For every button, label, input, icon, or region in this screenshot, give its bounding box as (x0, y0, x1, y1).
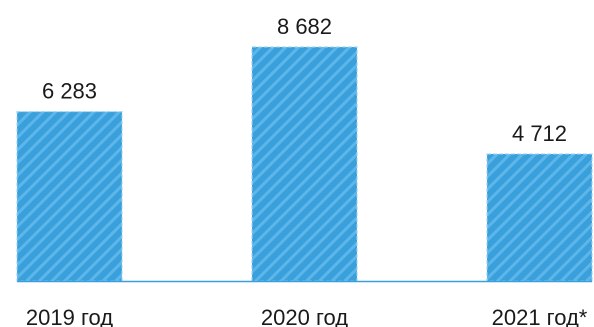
value-labels-group: 6 283 8 682 4 712 (42, 14, 567, 146)
category-label-1: 2019 год (26, 305, 113, 327)
bar-3 (486, 153, 593, 282)
category-labels-group: 2019 год 2020 год 2021 год* (26, 305, 588, 327)
value-label-3: 4 712 (512, 121, 567, 146)
category-label-3: 2021 год* (492, 305, 588, 327)
bars-group (16, 46, 593, 282)
value-label-2: 8 682 (277, 14, 332, 39)
category-label-2: 2020 год (261, 305, 348, 327)
value-label-1: 6 283 (42, 79, 97, 104)
bar-2 (251, 46, 358, 282)
bar-1 (16, 111, 123, 282)
